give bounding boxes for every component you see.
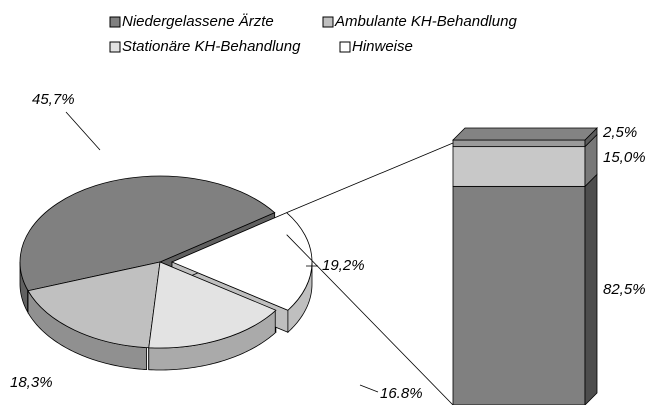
data-label: 19,2%: [322, 257, 365, 274]
bar-segment: [452, 139, 586, 148]
data-label: 18,3%: [10, 374, 53, 391]
bar-segment: [452, 185, 586, 405]
legend-swatch: [109, 16, 121, 28]
pie-slice: [148, 261, 277, 349]
data-label: 82,5%: [603, 281, 646, 298]
legend-swatch: [339, 41, 351, 53]
data-label: 45,7%: [32, 91, 75, 108]
pie-slice: [19, 175, 276, 292]
pie-slice: [27, 261, 161, 349]
leader-line: [359, 384, 379, 393]
legend-label: Stationäre KH-Behandlung: [122, 38, 301, 55]
bar-segment: [452, 146, 586, 187]
data-label: 16.8%: [380, 385, 423, 402]
bar-side: [584, 173, 598, 405]
legend-label: Ambulante KH-Behandlung: [334, 13, 517, 30]
legend-label: Niedergelassene Ärzte: [122, 13, 274, 30]
legend-swatch: [109, 41, 121, 53]
legend-label: Hinweise: [352, 38, 413, 55]
connector-line: [286, 234, 454, 405]
data-label: 15,0%: [603, 149, 646, 166]
data-label: 2,5%: [602, 124, 637, 141]
connector-line: [286, 142, 454, 214]
leader-line: [65, 111, 101, 151]
legend-swatch: [322, 16, 334, 28]
pie-slice: [170, 212, 313, 311]
bar-top: [452, 127, 598, 141]
